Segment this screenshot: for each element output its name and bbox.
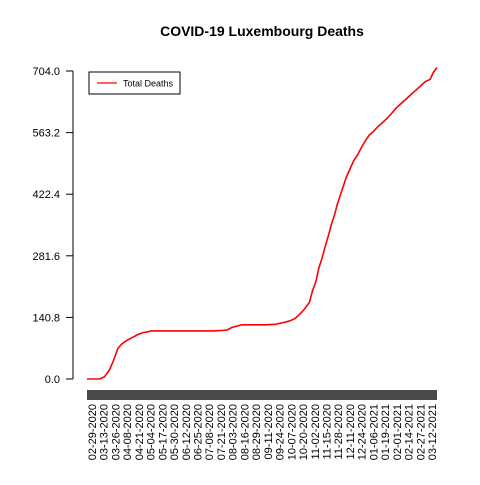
x-tick-label: 02-01-2021 <box>392 404 404 460</box>
x-tick-label: 04-08-2020 <box>122 404 134 460</box>
x-tick-label: 03-13-2020 <box>99 404 111 460</box>
x-tick-label: 11-28-2020 <box>333 404 345 459</box>
x-tick-label: 01-06-2021 <box>368 404 380 460</box>
x-tick-label: 03-12-2021 <box>427 404 439 460</box>
x-tick-label: 11-02-2020 <box>310 404 322 459</box>
x-tick-label: 08-29-2020 <box>251 404 263 460</box>
x-tick-label: 04-21-2020 <box>134 404 146 460</box>
x-axis-tick-band <box>87 390 437 400</box>
x-tick-label: 03-26-2020 <box>110 404 122 460</box>
y-tick-label: 281.6 <box>32 251 60 263</box>
x-tick-label: 01-19-2021 <box>380 404 392 460</box>
x-tick-label: 09-24-2020 <box>275 404 287 460</box>
x-tick-label: 08-03-2020 <box>228 404 240 460</box>
chart-title: COVID-19 Luxembourg Deaths <box>160 23 364 39</box>
y-tick-label: 704.0 <box>32 66 60 78</box>
x-tick-label: 08-16-2020 <box>239 404 251 460</box>
legend: Total Deaths <box>88 71 181 95</box>
x-tick-label: 05-04-2020 <box>146 404 158 460</box>
y-tick-label: 0.0 <box>45 374 60 386</box>
series-line-total-deaths <box>87 67 438 380</box>
y-tick-label: 563.2 <box>32 128 60 140</box>
x-tick-label: 05-30-2020 <box>169 404 181 460</box>
y-tick-label: 140.8 <box>32 312 60 324</box>
x-tick-label: 05-17-2020 <box>157 404 169 460</box>
x-tick-label: 07-21-2020 <box>216 404 228 460</box>
x-tick-label: 02-27-2021 <box>415 404 427 460</box>
x-tick-label: 10-07-2020 <box>286 404 298 460</box>
legend-box <box>88 71 181 95</box>
x-tick-label: 06-25-2020 <box>193 404 205 460</box>
y-tick-label: 422.4 <box>32 189 60 201</box>
x-tick-label: 11-15-2020 <box>321 404 333 459</box>
x-tick-label: 06-12-2020 <box>181 404 193 460</box>
x-tick-label: 12-24-2020 <box>357 404 369 460</box>
x-tick-label: 02-29-2020 <box>87 404 99 460</box>
x-tick-label: 12-11-2020 <box>345 404 357 459</box>
x-tick-label: 10-20-2020 <box>298 404 310 460</box>
x-tick-label: 02-14-2021 <box>404 404 416 460</box>
x-tick-label: 09-11-2020 <box>263 404 275 459</box>
x-tick-label: 07-08-2020 <box>204 404 216 460</box>
legend-label-total-deaths: Total Deaths <box>123 79 174 89</box>
x-axis-ticks: 02-29-2020 03-13-2020 03-26-2020 04-08-2020… <box>87 404 439 460</box>
y-axis-ticks: 0.0 140.8 281.6 422.4 563.2 704.0 <box>32 66 73 386</box>
